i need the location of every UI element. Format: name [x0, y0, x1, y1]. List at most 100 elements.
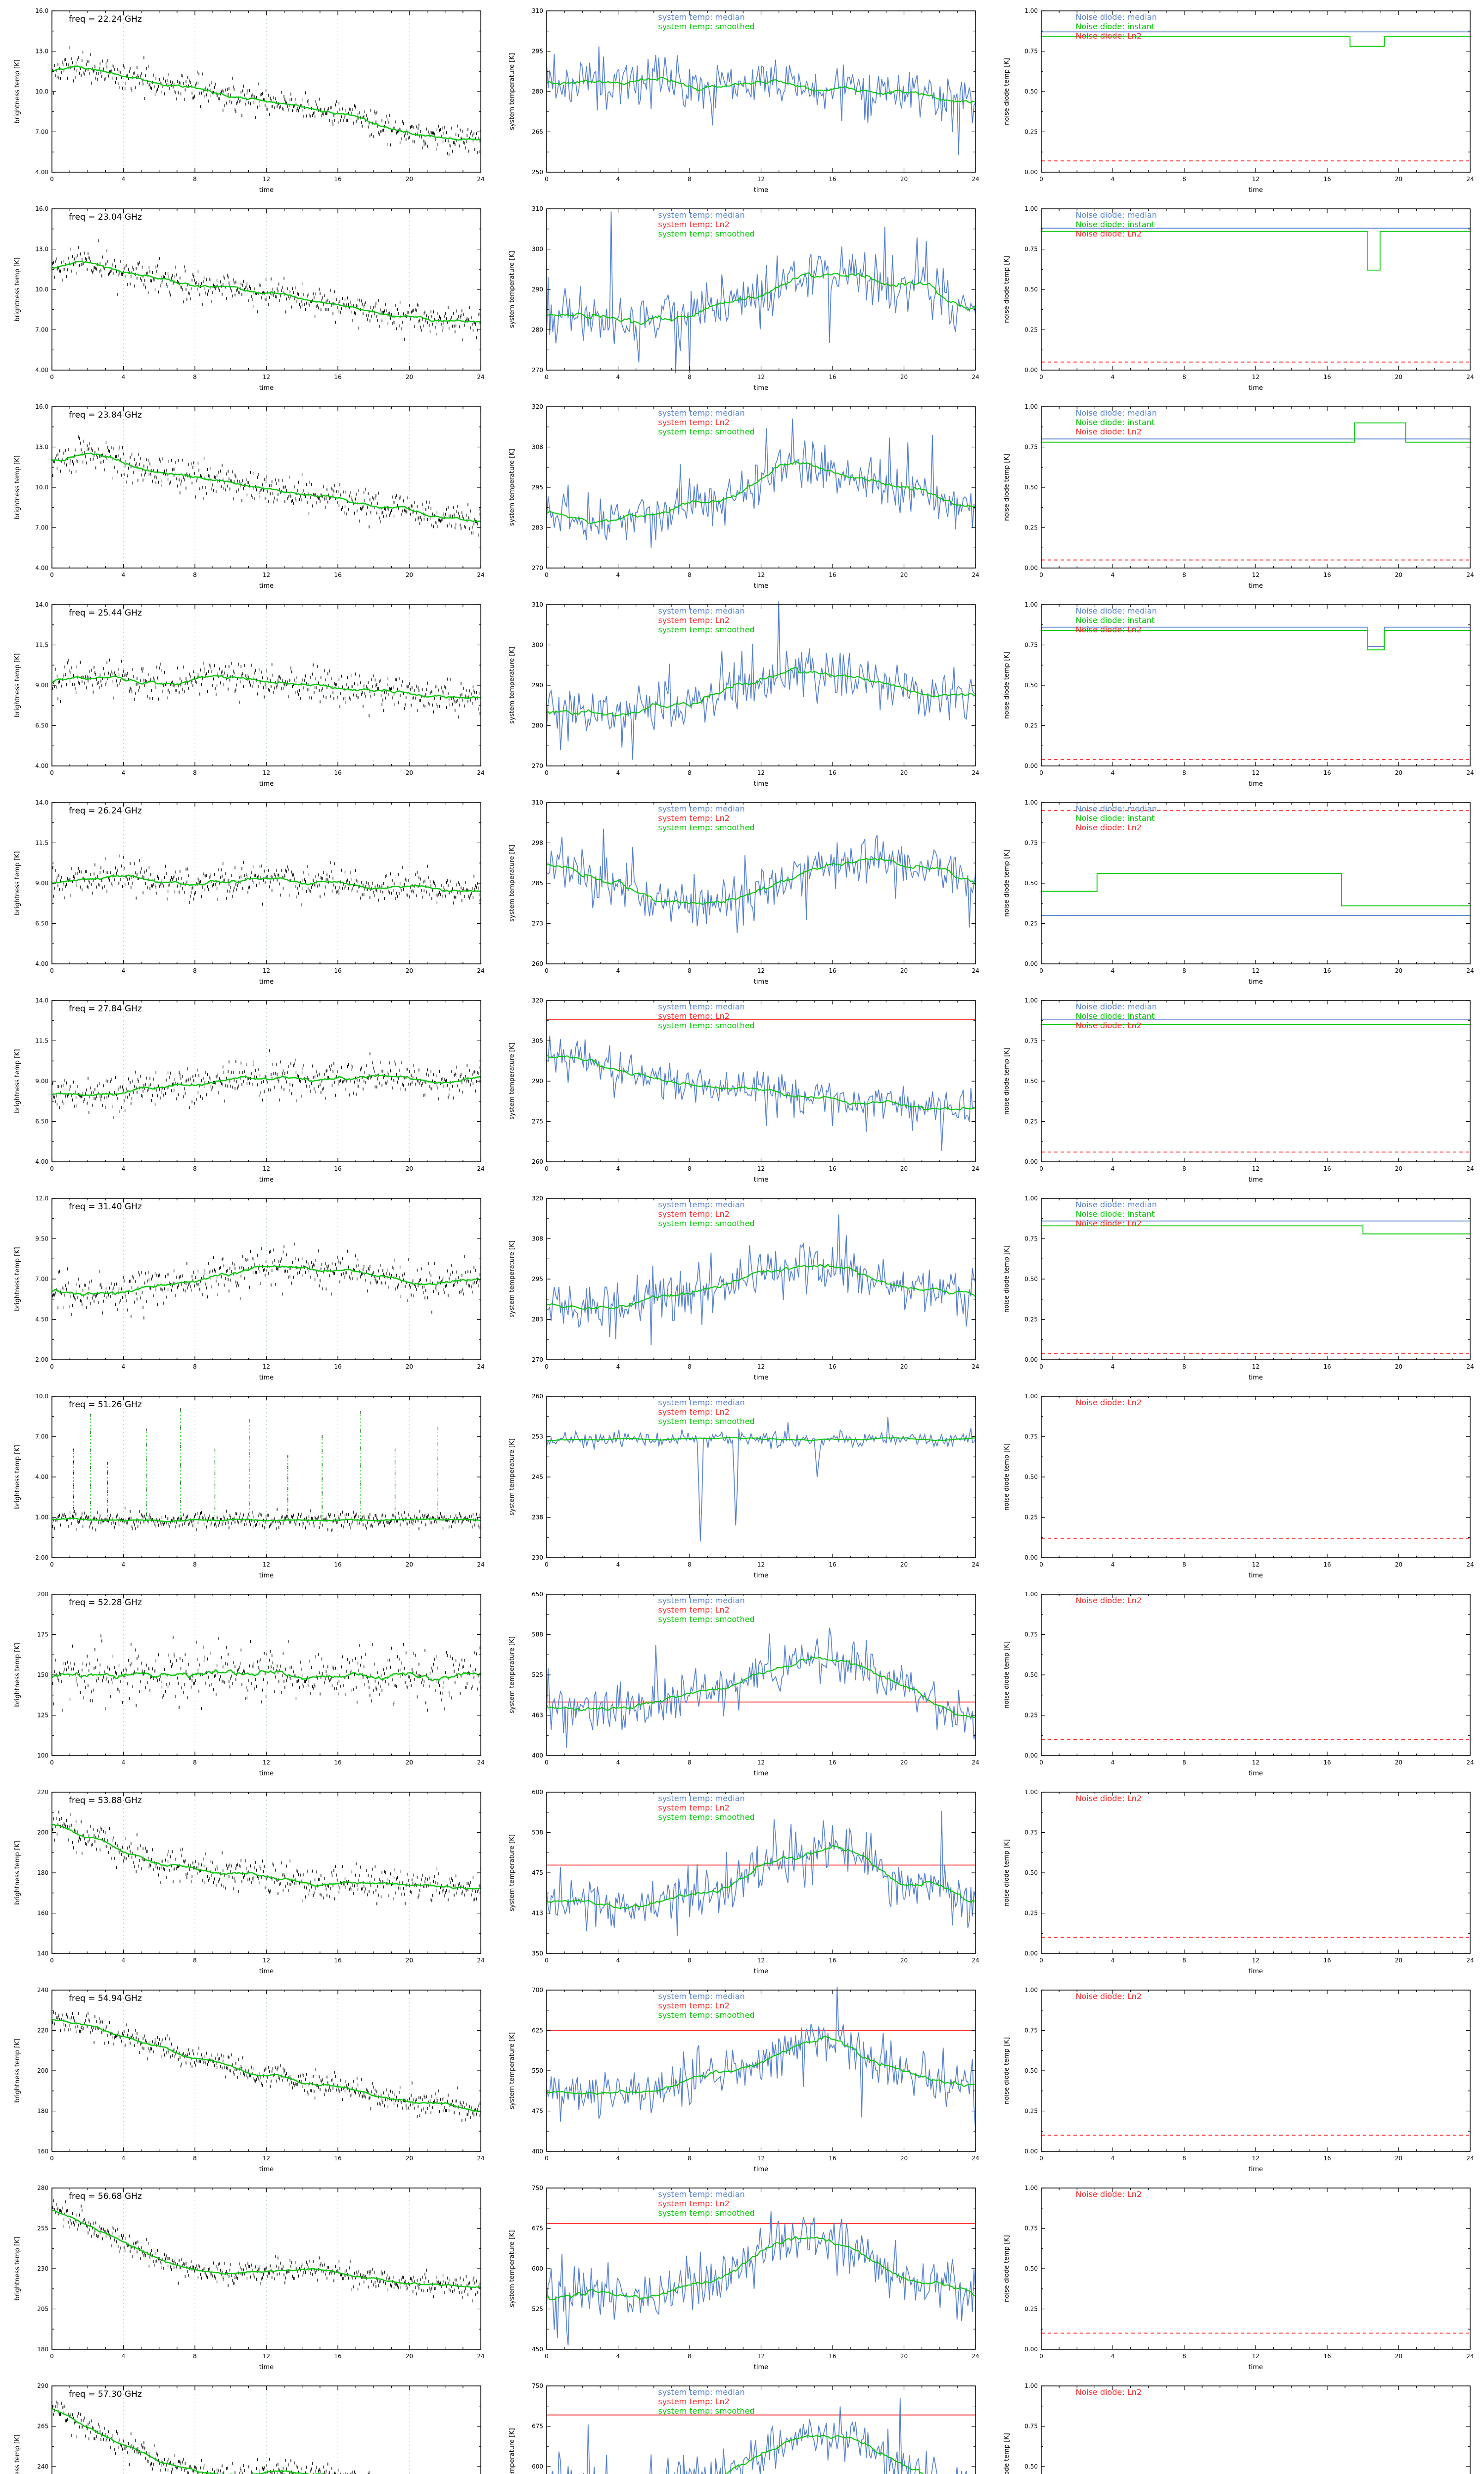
legend-entry: Noise diode: instant — [1075, 22, 1155, 31]
x-tick-label: 4 — [1111, 769, 1115, 776]
x-tick-label: 24 — [972, 374, 979, 381]
x-tick-label: 20 — [1395, 1957, 1402, 1964]
y-axis-label: system temperature [K] — [509, 53, 516, 130]
plot-c1-row3: 0 4 8 12 16 20 24 4.00 7.00 10.0 13.0 16.0 time brigh… — [14, 403, 485, 590]
y-tick-label: 0.25 — [1024, 524, 1038, 531]
y-axis-label: noise diode temp [K] — [1003, 256, 1011, 323]
legend-entry: Noise diode: Ln2 — [1075, 229, 1142, 238]
panel-row3-c2: 0 4 8 12 16 20 24 270 283 295 308 320 time system tem… — [495, 396, 989, 594]
x-tick-label: 4 — [1111, 176, 1115, 183]
x-tick-label: 24 — [1466, 1759, 1474, 1766]
legend-entry: Noise diode: instant — [1075, 813, 1155, 823]
y-axis-label: brightness temp [K] — [14, 1247, 21, 1311]
series-smoothed — [51, 452, 481, 523]
plot-c3-row4: 0 4 8 12 16 20 24 0.00 0.25 0.50 0.75 1.00 time noise… — [1003, 601, 1474, 788]
x-tick-label: 24 — [1466, 1957, 1474, 1964]
legend-entry: system temp: Ln2 — [658, 1803, 730, 1812]
axis-ticks — [1041, 2188, 1471, 2350]
plot-title: freq = 23.04 GHz — [69, 212, 142, 222]
series-smoothed — [51, 261, 481, 323]
y-tick-label: 0.25 — [1024, 1118, 1038, 1125]
x-tick-label: 0 — [50, 1561, 54, 1568]
series-median — [551, 2398, 968, 2474]
y-axis-label: noise diode temp [K] — [1003, 850, 1011, 917]
plot-c1-row9: 0 4 8 12 16 20 24 100 125 150 175 200 time brightness… — [14, 1591, 485, 1777]
x-tick-label: 4 — [1111, 374, 1115, 381]
x-axis-label: time — [259, 582, 274, 590]
x-tick-label: 8 — [193, 1561, 197, 1568]
series-median — [546, 828, 976, 933]
scatter-points — [51, 435, 481, 537]
legend-entry: Noise diode: median — [1075, 606, 1157, 616]
panel-row5-c2: 0 4 8 12 16 20 24 260 273 285 298 310 time system tem… — [495, 792, 989, 990]
x-axis-label: time — [1249, 978, 1263, 986]
x-tick-label: 12 — [263, 571, 270, 578]
y-tick-label: 298 — [532, 840, 543, 847]
panel-row9-c3: 0 4 8 12 16 20 24 0.00 0.25 0.50 0.75 1.00 time noise… — [989, 1583, 1484, 1781]
plot-c2-row5: 0 4 8 12 16 20 24 260 273 285 298 310 time system tem… — [509, 799, 979, 986]
x-axis-label: time — [1249, 1770, 1263, 1777]
y-tick-label: 475 — [532, 2108, 543, 2115]
x-tick-label: 12 — [757, 176, 765, 183]
x-tick-label: 0 — [1039, 176, 1043, 183]
y-axis-label: noise diode temp [K] — [1003, 1245, 1011, 1313]
y-tick-label: 4.00 — [35, 367, 48, 374]
y-tick-label: 0.75 — [1024, 2225, 1038, 2232]
x-tick-label: 20 — [406, 967, 413, 974]
legend-entry: Noise diode: Ln2 — [1075, 2189, 1142, 2199]
axis-ticks — [1041, 1792, 1471, 1954]
y-tick-label: 290 — [532, 682, 543, 689]
x-tick-label: 12 — [263, 967, 270, 974]
x-axis-label: time — [754, 978, 768, 986]
x-tick-label: 0 — [545, 1957, 549, 1964]
x-tick-label: 4 — [1111, 1957, 1115, 1964]
x-tick-label: 0 — [545, 1165, 549, 1172]
axis-ticks — [51, 1198, 481, 1360]
x-tick-label: 4 — [122, 1561, 126, 1568]
grid-lines — [51, 1198, 481, 1360]
x-tick-label: 12 — [1252, 1561, 1259, 1568]
x-tick-label: 0 — [50, 1165, 54, 1172]
panel-row10-c3: 0 4 8 12 16 20 24 0.00 0.25 0.50 0.75 1.00 time noise… — [989, 1781, 1484, 1979]
y-tick-label: 1.00 — [1024, 7, 1038, 14]
plot-frame — [546, 10, 976, 173]
y-axis-label: noise diode temp [K] — [1003, 1047, 1011, 1115]
x-tick-label: 0 — [1039, 769, 1043, 776]
legend-entry: system temp: smoothed — [658, 229, 754, 238]
x-tick-label: 16 — [829, 1165, 836, 1172]
plot-c3-row7: 0 4 8 12 16 20 24 0.00 0.25 0.50 0.75 1.00 time noise… — [1003, 1195, 1474, 1381]
y-tick-label: 13.0 — [35, 246, 48, 253]
x-tick-label: 4 — [616, 1759, 620, 1766]
x-axis-label: time — [259, 2364, 274, 2371]
y-tick-label: 700 — [532, 1987, 543, 1994]
y-tick-label: 220 — [37, 1789, 48, 1796]
x-tick-label: 0 — [545, 2155, 549, 2162]
y-tick-label: 10.0 — [35, 1393, 48, 1400]
x-tick-label: 24 — [1466, 1165, 1474, 1172]
legend-entry: Noise diode: Ln2 — [1075, 1794, 1142, 1803]
legend-entry: system temp: median — [658, 1794, 744, 1803]
x-tick-label: 4 — [122, 374, 126, 381]
x-tick-label: 4 — [616, 2353, 620, 2360]
series-smoothed — [725, 2434, 924, 2474]
legend-entry: system temp: median — [658, 1002, 744, 1011]
x-tick-label: 24 — [1466, 2353, 1474, 2360]
plot-frame — [51, 406, 481, 569]
x-tick-label: 16 — [1323, 1363, 1331, 1370]
y-tick-label: 4.00 — [35, 565, 48, 571]
plot-c2-row12: 0 4 8 12 16 20 24 450 525 600 675 750 time system tem… — [509, 2185, 979, 2371]
x-tick-label: 16 — [334, 1363, 341, 1370]
x-tick-label: 8 — [1182, 1363, 1186, 1370]
x-tick-label: 16 — [334, 176, 341, 183]
y-tick-label: 320 — [532, 403, 543, 410]
y-tick-label: 1.00 — [1024, 997, 1038, 1004]
y-axis-label: noise diode temp [K] — [1003, 2235, 1011, 2302]
panel-row5-c1: 0 4 8 12 16 20 24 4.00 6.50 9.00 11.5 14.0 time brigh… — [0, 792, 495, 990]
y-tick-label: 0.00 — [1024, 1356, 1038, 1363]
x-tick-label: 12 — [263, 1759, 270, 1766]
